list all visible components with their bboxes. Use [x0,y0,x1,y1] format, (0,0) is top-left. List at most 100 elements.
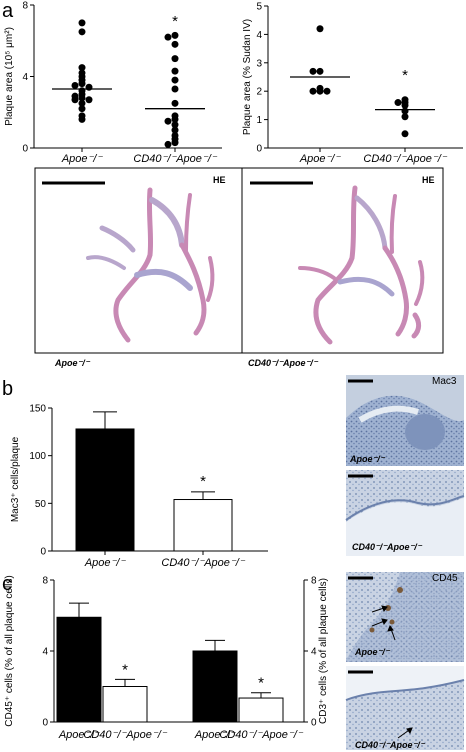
significance-mark: * [122,661,128,678]
y-axis-label: CD45⁺ cells (% of all plaque cells) [4,575,15,726]
series-group [375,96,435,138]
y-axis-label: Mac3⁺ cells/plaque [10,436,21,522]
significance-mark: * [200,473,206,490]
y-axis-right-label: CD3⁺ cells (% of all plaque cells) [318,578,329,724]
cd45-caption-bottom: CD40⁻/⁻Apoe⁻/⁻ [355,740,426,750]
data-point [171,121,179,129]
data-point [171,99,179,107]
he-label-left: HE [213,175,226,185]
x-tick-label: CD40⁻/⁻Apoe⁻/⁻ [83,729,167,741]
data-point [171,40,179,48]
y-tick-label: 3 [256,58,262,69]
y-tick-label: 100 [29,451,46,462]
cd45-label: CD45 [432,573,458,584]
he-label-right: HE [422,175,435,185]
y-right-tick-label: 8 [311,576,317,587]
data-point [316,87,324,95]
bar [238,697,284,723]
mac3-caption-top: Apoe⁻/⁻ [349,454,386,464]
y-tick-label: 0 [22,144,28,155]
data-point [71,81,79,89]
y-tick-label: 1 [256,115,262,126]
data-point [85,96,93,104]
series-group [145,31,205,148]
y-tick-label: 0 [256,144,262,155]
y-tick-label: 4 [22,72,28,83]
cd45-caption-top: Apoe⁻/⁻ [354,647,391,657]
data-point [309,67,317,75]
data-point [394,99,402,107]
he-tissue-left [86,187,215,343]
bar [192,650,238,723]
data-point [401,113,409,121]
data-point [78,64,86,72]
y-tick-label: 50 [35,499,47,510]
data-point [316,25,324,33]
panel-letter-c: c [2,573,12,595]
cd45-micrograph-top: CD45 Apoe⁻/⁻ [346,572,464,662]
data-point [309,87,317,95]
he-caption-left: Apoe⁻/⁻ [54,358,91,368]
bar [75,428,135,552]
y-tick-label: 8 [22,1,28,12]
data-point [171,85,179,93]
bar [102,686,148,723]
x-tick-label: CD40⁻/⁻Apoe⁻/⁻ [133,153,217,165]
he-image-frame [34,167,444,354]
mac3-label: Mac3 [432,376,457,387]
chart-plaque-area-um2: 0 4 8 Plaque area (10⁵ μm²) Apoe⁻/⁻ CD40⁻/⁻Ap… [4,1,222,165]
data-point [171,139,179,147]
he-tissue-right [298,185,425,345]
series-group [52,19,112,123]
data-point [78,19,86,27]
data-point [171,115,179,123]
data-point [78,80,86,88]
y-tick-label: 4 [256,30,262,41]
data-point [171,55,179,63]
panel-letter-a: a [2,0,14,22]
y-axis-label: Plaque area (10⁵ μm²) [4,27,15,126]
chart-cd45-cd3-cells: 0 4 8 CD45⁺ cells (% of all plaque cells) 0 4… [4,575,329,741]
x-tick-label: CD40⁻/⁻Apoe⁻/⁻ [219,729,303,741]
chart-mac3-cells: 0 50 100 150 Mac3⁺ cells/plaque Apoe⁻/⁻ CD40⁻/… [10,404,268,569]
data-point [164,117,172,125]
significance-mark: * [402,67,408,84]
bar [56,616,102,723]
x-tick-label: Apoe⁻/⁻ [84,557,127,569]
x-tick-label: CD40⁻/⁻Apoe⁻/⁻ [363,153,447,165]
x-tick-label: Apoe⁻/⁻ [58,729,101,741]
data-point [323,87,331,95]
y-tick-label: 5 [256,2,262,13]
y-tick-label: 2 [256,87,262,98]
data-point [401,130,409,138]
mac3-micrograph-bottom: CD40⁻/⁻Apoe⁻/⁻ [345,470,465,556]
data-point [164,33,172,41]
cd45-micrograph-bottom: CD40⁻/⁻Apoe⁻/⁻ [345,666,465,750]
y-tick-label: 8 [42,576,48,587]
data-point [171,67,179,75]
data-point [71,96,79,104]
y-right-tick-label: 0 [311,718,317,729]
x-tick-label: Apoe⁻/⁻ [299,153,342,165]
significance-mark: * [172,13,178,30]
data-point [78,28,86,36]
data-point [316,67,324,75]
data-point [171,31,179,39]
x-tick-label: CD40⁻/⁻Apoe⁻/⁻ [161,557,245,569]
data-point [171,76,179,84]
mac3-caption-bottom: CD40⁻/⁻Apoe⁻/⁻ [352,542,423,552]
x-tick-label: Apoe⁻/⁻ [61,153,104,165]
series-group [290,25,350,95]
significance-mark: * [258,675,264,692]
bar [173,499,233,552]
y-right-tick-label: 4 [311,647,317,658]
x-tick-label: Apoe⁻/⁻ [194,729,237,741]
mac3-micrograph-top: Mac3 Apoe⁻/⁻ [346,375,464,466]
data-point [401,101,409,109]
panel-letter-b: b [2,378,13,400]
data-point [78,115,86,123]
data-point [78,94,86,102]
y-tick-label: 4 [42,647,48,658]
data-point [78,105,86,113]
